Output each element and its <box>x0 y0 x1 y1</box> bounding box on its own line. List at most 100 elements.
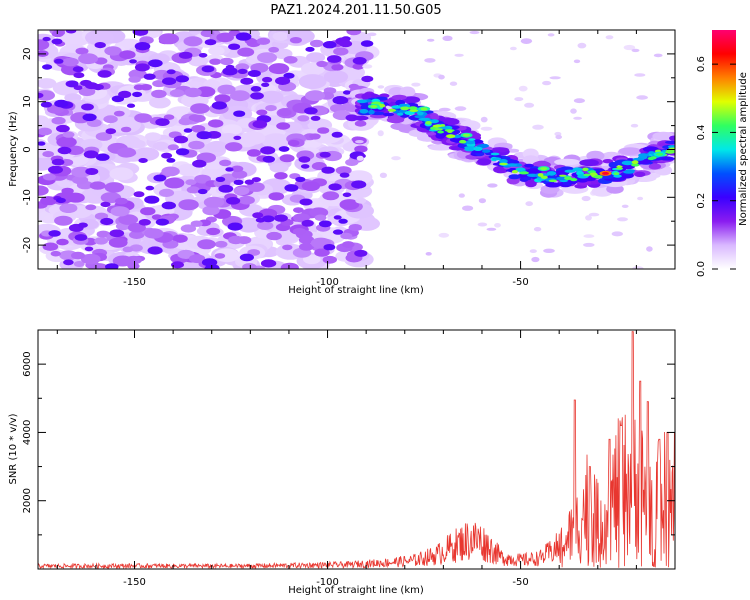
heatmap-cell <box>247 70 261 77</box>
heatmap-cell <box>268 63 290 75</box>
heatmap-cell <box>227 222 243 231</box>
heatmap-cell <box>292 228 306 235</box>
heatmap-cell <box>362 64 373 69</box>
heatmap-cell <box>545 182 561 188</box>
heatmap-cell <box>468 138 476 141</box>
heatmap-cell <box>268 46 280 53</box>
heatmap-cell <box>250 92 264 100</box>
heatmap-cell <box>306 52 326 63</box>
heatmap-cell <box>231 170 248 179</box>
heatmap-cell <box>97 70 112 78</box>
heatmap-cell <box>75 47 89 55</box>
heatmap-cell <box>442 35 453 41</box>
heatmap-cell <box>56 136 77 148</box>
heatmap-cell <box>371 101 381 105</box>
heatmap-cell <box>85 30 115 46</box>
heatmap-cell <box>56 238 69 246</box>
heatmap-cell <box>555 134 562 140</box>
heatmap-cell <box>235 32 252 41</box>
heatmap-cell <box>605 35 614 40</box>
heatmap-cell <box>201 65 215 73</box>
y-tick-label: 10 <box>22 95 33 108</box>
heatmap-cell <box>634 73 646 77</box>
heatmap-cell <box>564 176 573 180</box>
heatmap-cell <box>542 80 552 86</box>
heatmap-cell <box>593 175 603 179</box>
heatmap-cell <box>42 242 59 251</box>
colorbar-label: Normalized spectral amplitude <box>738 72 749 226</box>
heatmap-cell <box>323 244 336 251</box>
heatmap-cell <box>665 140 675 144</box>
heatmap-cell <box>391 94 407 100</box>
heatmap-cell <box>409 109 419 112</box>
heatmap-cell <box>289 37 302 44</box>
heatmap-cell <box>332 96 349 105</box>
heatmap-cell <box>272 31 289 41</box>
heatmap-cell <box>240 77 254 85</box>
heatmap-cell <box>631 48 640 53</box>
snr-panel: -150 -100 -50 2000 4000 6000 Height of straig… <box>8 329 676 596</box>
heatmap-cell <box>648 163 662 170</box>
heatmap-cell <box>338 218 348 224</box>
heatmap-cell <box>200 30 215 38</box>
heatmap-cell <box>304 107 318 115</box>
heatmap-cell <box>382 112 395 117</box>
heatmap-cell <box>237 68 248 74</box>
heatmap-cell <box>525 201 533 207</box>
heatmap-cell <box>331 64 344 71</box>
heatmap-cell <box>432 124 443 128</box>
heatmap-cell <box>377 85 385 89</box>
heatmap-cell <box>161 152 173 159</box>
heatmap-cell <box>634 171 646 177</box>
heatmap-cell <box>428 144 455 151</box>
heatmap-cell <box>261 82 270 88</box>
heatmap-cell <box>219 159 232 167</box>
heatmap-cell <box>145 132 161 141</box>
heatmap-cell <box>237 47 255 57</box>
heatmap-cell <box>396 112 404 116</box>
heatmap-cell <box>134 147 160 161</box>
heatmap-cell <box>153 174 167 182</box>
heatmap-cell <box>438 232 450 238</box>
heatmap-cell <box>214 240 228 248</box>
heatmap-cell <box>462 205 474 211</box>
heatmap-cell <box>167 144 179 151</box>
heatmap-cell <box>230 90 250 102</box>
heatmap-cell <box>173 135 189 144</box>
heatmap-cell <box>188 114 201 121</box>
heatmap-cell <box>399 86 416 98</box>
heatmap-cell <box>95 132 113 141</box>
heatmap-cell <box>613 174 622 178</box>
heatmap-cell <box>340 232 353 240</box>
heatmap-cell <box>464 147 475 152</box>
heatmap-cell <box>208 46 225 56</box>
heatmap-cell <box>284 184 299 192</box>
heatmap-cell <box>127 222 146 233</box>
heatmap-cell <box>427 38 435 42</box>
heatmap-cell <box>299 242 314 251</box>
heatmap-cell <box>251 177 261 183</box>
x-tick-label: -50 <box>512 277 528 288</box>
heatmap-cell <box>342 241 355 248</box>
heatmap-cell <box>38 90 55 101</box>
heatmap-cell <box>316 60 328 68</box>
heatmap-cell <box>56 124 70 133</box>
heatmap-cell <box>317 127 330 134</box>
heatmap-cell <box>54 99 69 108</box>
heatmap-cell <box>357 99 368 104</box>
heatmap-cell <box>218 184 234 193</box>
heatmap-cell <box>175 75 189 83</box>
heatmap-cell <box>554 158 581 166</box>
heatmap-cell <box>148 59 163 68</box>
heatmap-cell <box>51 38 63 45</box>
heatmap-cell <box>354 249 368 257</box>
heatmap-cell <box>648 151 655 155</box>
heatmap-cell <box>222 67 238 76</box>
heatmap-cell <box>387 108 397 112</box>
heatmap-cell <box>295 176 306 183</box>
heatmap-cell <box>104 46 122 56</box>
heatmap-cell <box>262 155 275 163</box>
heatmap-cell <box>332 229 344 235</box>
heatmap-cell <box>339 199 360 210</box>
heatmap-cell <box>80 138 103 151</box>
